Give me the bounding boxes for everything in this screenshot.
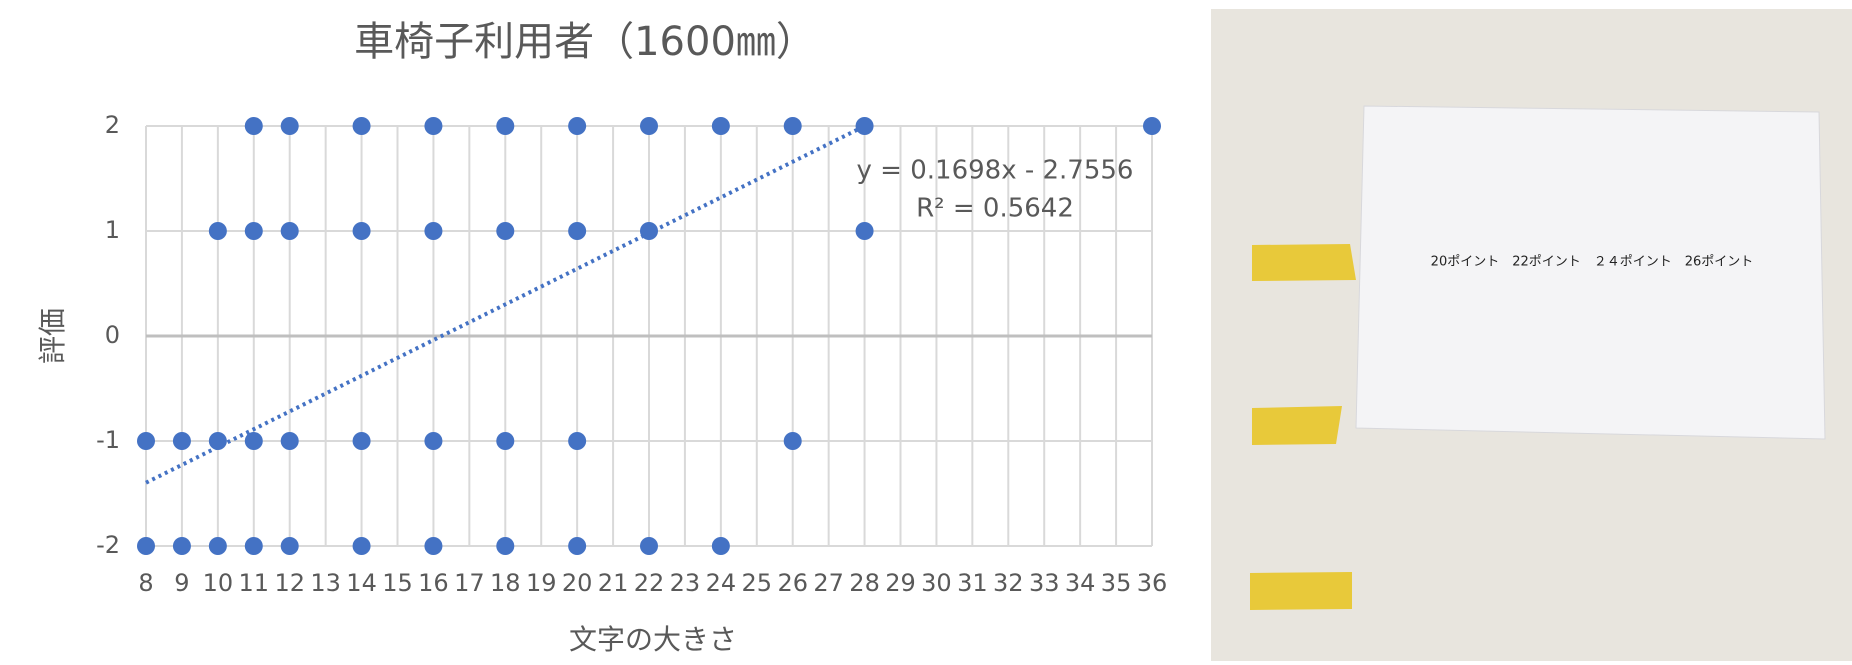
point	[137, 537, 155, 555]
y-tick-label: -2	[96, 531, 120, 559]
x-tick-label: 30	[921, 569, 952, 597]
point	[855, 117, 874, 135]
point	[424, 222, 443, 240]
trendline	[145, 124, 866, 485]
point	[280, 222, 299, 240]
point	[424, 537, 443, 555]
x-tick-label: 28	[849, 569, 880, 597]
point	[208, 537, 227, 555]
point	[280, 117, 299, 135]
point	[568, 537, 587, 555]
point	[711, 537, 730, 555]
point	[244, 537, 263, 555]
point	[640, 537, 658, 555]
x-tick-label: 34	[1065, 569, 1096, 597]
photo: 20ポイント 22ポイント ２４ポイント 26ポイント	[1211, 9, 1852, 661]
x-tick-label: 32	[993, 569, 1024, 597]
tape	[1252, 244, 1356, 281]
x-tick-label: 29	[885, 569, 916, 597]
paper-text: 20ポイント 22ポイント ２４ポイント 26ポイント	[1431, 255, 1754, 270]
point	[711, 117, 730, 135]
point	[172, 432, 191, 450]
point	[280, 432, 299, 450]
point	[352, 432, 371, 450]
x-tick-label: 21	[598, 569, 629, 597]
x-tick-label: 33	[1029, 569, 1060, 597]
x-tick-label: 27	[813, 569, 844, 597]
point	[855, 222, 874, 240]
x-tick-label: 12	[274, 569, 305, 597]
paper	[1355, 105, 1826, 440]
y-axis-label: 評価	[36, 308, 69, 364]
x-tick-label: 17	[454, 569, 485, 597]
point	[496, 222, 515, 240]
x-axis-label: 文字の大きさ	[569, 623, 737, 656]
x-tick-label: 36	[1137, 569, 1168, 597]
point	[783, 432, 802, 450]
point	[280, 537, 299, 555]
point	[352, 537, 371, 555]
x-tick-label: 10	[203, 569, 234, 597]
y-tick-label: 2	[105, 111, 120, 139]
tape	[1252, 406, 1342, 445]
point	[137, 432, 155, 450]
point	[496, 537, 515, 555]
x-tick-label: 15	[382, 569, 413, 597]
point	[244, 432, 263, 450]
point	[496, 432, 515, 450]
point	[244, 222, 263, 240]
point	[352, 222, 371, 240]
tape	[1250, 572, 1352, 610]
point	[208, 222, 227, 240]
x-tick-label: 16	[418, 569, 449, 597]
y-tick-label: -1	[96, 426, 120, 454]
point	[172, 537, 191, 555]
point	[783, 117, 802, 135]
point	[496, 117, 515, 135]
x-tick-label: 8	[138, 569, 153, 597]
point	[568, 222, 587, 240]
point	[1143, 117, 1161, 135]
x-tick-label: 11	[239, 569, 270, 597]
point	[568, 117, 587, 135]
x-tick-label: 13	[310, 569, 341, 597]
point	[424, 432, 443, 450]
x-tick-label: 14	[346, 569, 377, 597]
x-tick-label: 25	[742, 569, 773, 597]
x-tick-label: 20	[562, 569, 593, 597]
x-tick-label: 18	[490, 569, 521, 597]
chart-title: 車椅子利用者（1600㎜）	[354, 19, 816, 65]
point	[568, 432, 587, 450]
x-tick-label: 26	[777, 569, 808, 597]
point	[424, 117, 443, 135]
y-tick-label: 0	[105, 321, 120, 349]
point	[208, 432, 227, 450]
point	[352, 117, 371, 135]
x-tick-label: 35	[1101, 569, 1132, 597]
x-tick-label: 9	[174, 569, 189, 597]
x-tick-label: 23	[670, 569, 701, 597]
x-tick-label: 19	[526, 569, 557, 597]
point	[244, 117, 263, 135]
trendline-equation: y = 0.1698x - 2.7556	[857, 156, 1134, 186]
x-tick-label: 22	[634, 569, 665, 597]
x-tick-label: 31	[957, 569, 988, 597]
x-tick-label: 24	[706, 569, 737, 597]
point	[640, 117, 658, 135]
y-tick-label: 1	[105, 216, 120, 244]
trendline-r2: R² = 0.5642	[916, 194, 1074, 224]
